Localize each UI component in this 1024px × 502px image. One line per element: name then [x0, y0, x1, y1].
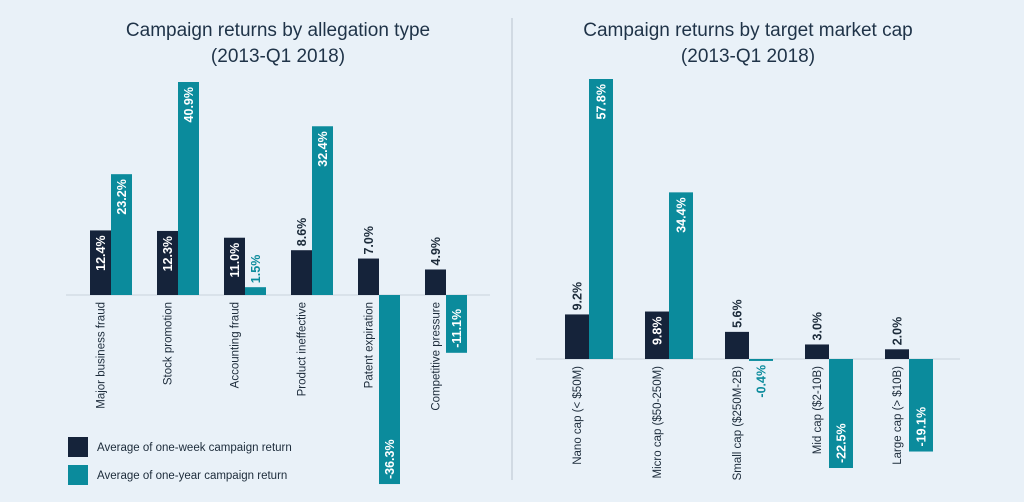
- chart1-bar-week-3: [291, 250, 312, 295]
- legend-week-label: Average of one-week campaign return: [97, 442, 292, 454]
- chart2-subtitle: (2013-Q1 2018): [681, 46, 815, 67]
- chart2-bar-week-3: [805, 344, 829, 359]
- chart2-title: Campaign returns by target market cap: [583, 20, 913, 41]
- chart1-category-1: Stock promotion: [163, 302, 175, 385]
- chart2-bar-year-1: [669, 192, 693, 359]
- chart1-bar-year-0: [111, 174, 132, 295]
- chart2-category-0: Nano cap (< $50M): [572, 366, 584, 465]
- chart1-bar-week-1: [157, 230, 178, 295]
- chart1-category-4: Patent expiration: [364, 302, 376, 388]
- chart1-subtitle: (2013-Q1 2018): [211, 46, 345, 67]
- chart1-category-0: Major business fraud: [96, 302, 108, 409]
- chart1-label-year-4: -36.3%: [383, 439, 397, 479]
- chart1-bar-week-5: [425, 269, 446, 295]
- chart1-bar-year-3: [312, 126, 333, 295]
- chart1-title: Campaign returns by allegation type: [126, 20, 430, 41]
- chart1-label-week-3: 8.6%: [295, 218, 309, 247]
- chart1-bar-year-2: [245, 287, 266, 295]
- chart1-category-3: Product ineffective: [297, 302, 309, 396]
- chart1-label-year-1: 40.9%: [182, 87, 196, 122]
- chart2-bar-year-0: [589, 79, 613, 359]
- chart-marks: 12.4% 23.2% Major business fraud 12.3% 40.9%…: [90, 79, 933, 485]
- chart2-label-week-1: 9.8%: [651, 317, 665, 346]
- chart1-label-year-2: 1.5%: [249, 255, 263, 284]
- legend-week-swatch: [68, 437, 88, 457]
- chart2-category-2: Small cap ($250M-2B): [732, 366, 744, 481]
- chart2-category-4: Large cap (> $10B): [892, 366, 904, 465]
- chart2-label-week-2: 5.6%: [731, 299, 745, 328]
- chart1-label-year-3: 32.4%: [316, 131, 330, 166]
- chart1-bar-week-2: [224, 237, 245, 295]
- chart2-label-week-0: 9.2%: [571, 282, 585, 311]
- chart2-label-year-0: 57.8%: [595, 84, 609, 119]
- chart1-label-week-1: 12.3%: [161, 236, 175, 271]
- chart1-category-5: Competitive pressure: [431, 302, 443, 411]
- chart1-label-week-4: 7.0%: [362, 226, 376, 255]
- chart1-bar-week-4: [358, 258, 379, 295]
- chart1-label-week-0: 12.4%: [94, 235, 108, 270]
- chart2-category-3: Mid cap ($2-10B): [812, 366, 824, 454]
- chart1-bar-year-4: [379, 295, 400, 485]
- chart2-bar-week-1: [645, 311, 669, 359]
- chart1-bar-year-1: [178, 82, 199, 295]
- chart2-label-year-1: 34.4%: [675, 197, 689, 232]
- chart1-label-year-0: 23.2%: [115, 179, 129, 214]
- legend-year-swatch: [68, 465, 88, 485]
- chart1-label-year-5: -11.1%: [450, 309, 464, 348]
- chart2-bar-week-0: [565, 314, 589, 359]
- chart1-bar-year-5: [446, 295, 467, 353]
- chart2-bar-week-2: [725, 331, 749, 359]
- chart2-bar-year-2: [749, 359, 773, 361]
- chart2-bar-year-4: [909, 359, 933, 452]
- chart1-label-week-2: 11.0%: [228, 243, 242, 278]
- legend-year-label: Average of one-year campaign return: [97, 470, 287, 482]
- chart2-label-year-4: -19.1%: [915, 407, 929, 447]
- chart1-label-week-5: 4.9%: [429, 237, 443, 266]
- chart1-category-2: Accounting fraud: [230, 302, 242, 388]
- chart2-label-week-4: 2.0%: [891, 317, 905, 346]
- chart2-bar-week-4: [885, 349, 909, 359]
- chart2-label-year-3: -22.5%: [835, 423, 849, 463]
- chart2-label-year-2: -0.4%: [755, 365, 769, 398]
- chart1-bar-week-0: [90, 230, 111, 295]
- chart2-bar-year-3: [829, 359, 853, 468]
- chart2-label-week-3: 3.0%: [811, 312, 825, 341]
- chart2-category-1: Micro cap ($50-250M): [652, 366, 664, 479]
